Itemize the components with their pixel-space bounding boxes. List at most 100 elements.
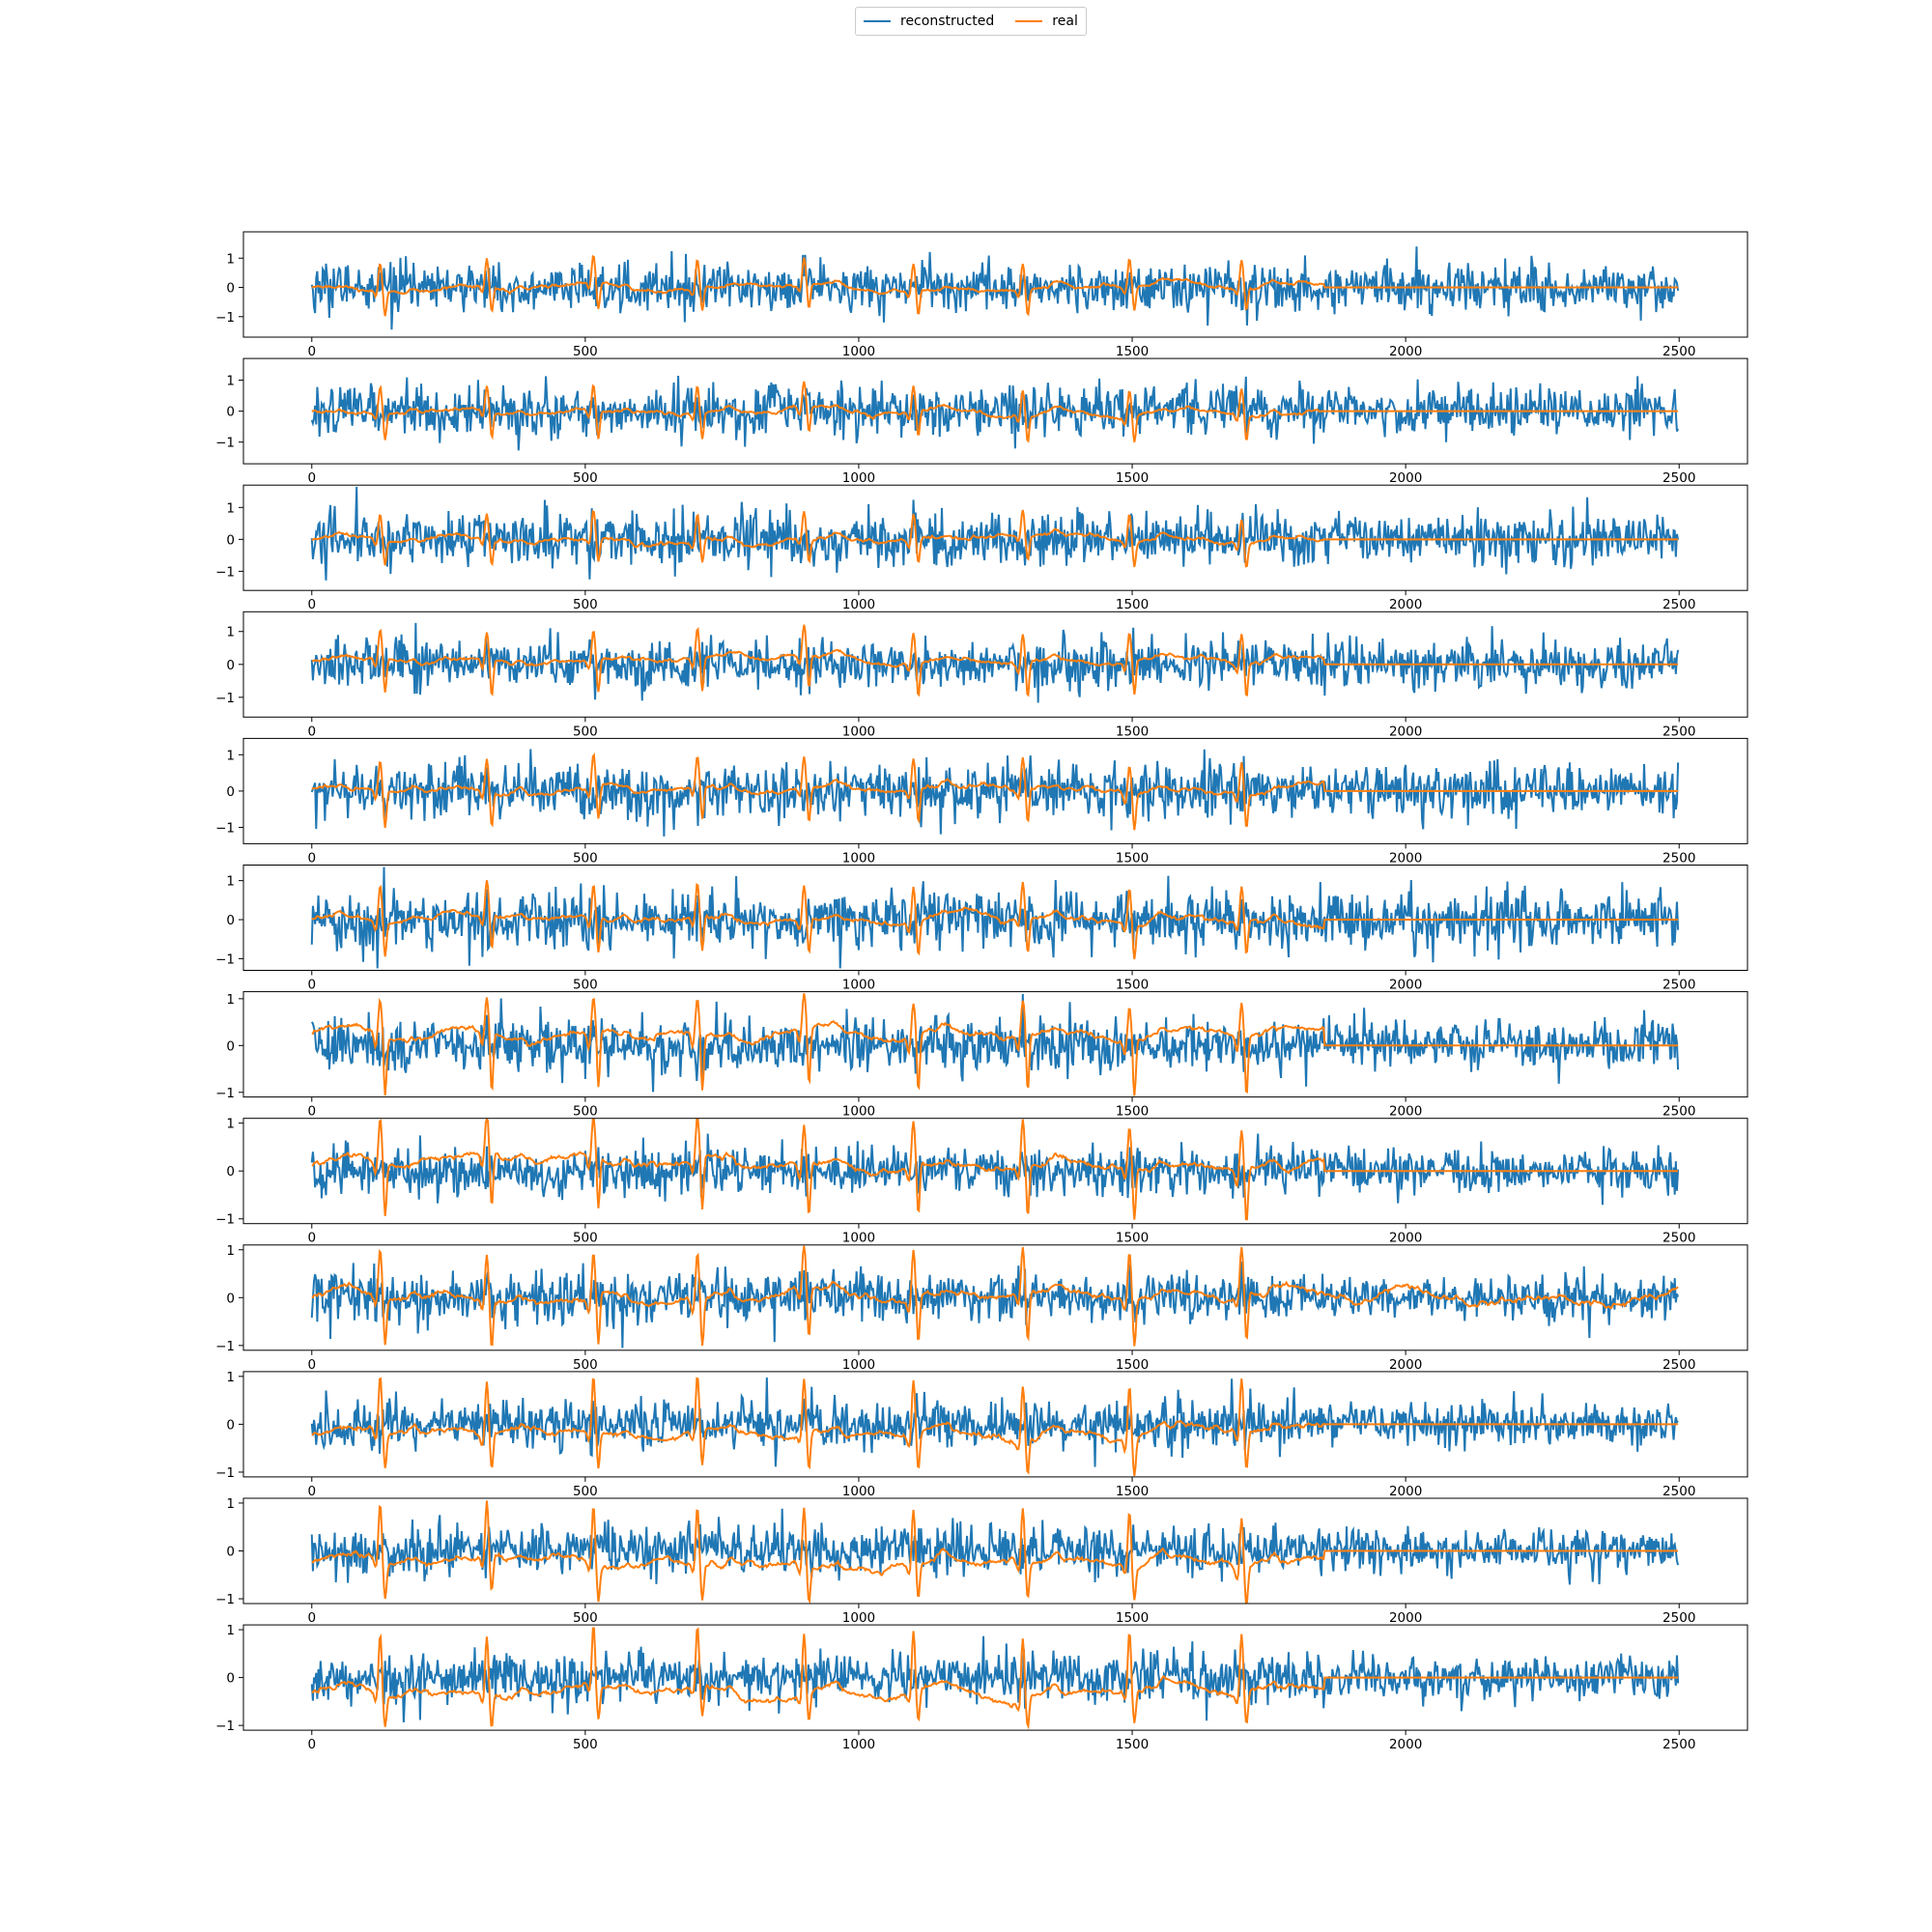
y-tick-label: −1 bbox=[215, 1592, 235, 1607]
y-tick-label: 1 bbox=[226, 1496, 235, 1512]
x-tick-label: 500 bbox=[573, 1484, 598, 1499]
series-reconstructed bbox=[310, 376, 1680, 451]
subplot-9: 0 500 1000 1500 2000 2500 −1 0 1 bbox=[215, 1243, 1748, 1373]
y-tick-label: 1 bbox=[226, 1117, 235, 1132]
x-tick-label: 2500 bbox=[1662, 1231, 1695, 1246]
y-tick-label: −1 bbox=[215, 1719, 235, 1734]
series-real bbox=[311, 752, 1679, 831]
y-tick-label: −1 bbox=[215, 564, 235, 580]
x-tick-label: 2000 bbox=[1389, 1610, 1422, 1626]
y-tick-label: 0 bbox=[226, 913, 235, 928]
x-tick-label: 0 bbox=[307, 724, 316, 739]
x-tick-label: 2500 bbox=[1662, 724, 1695, 739]
x-tick-label: 2000 bbox=[1389, 1357, 1422, 1373]
y-tick-label: 0 bbox=[226, 1671, 235, 1687]
x-tick-label: 2500 bbox=[1662, 1610, 1695, 1626]
x-tick-label: 0 bbox=[307, 978, 316, 993]
x-tick-label: 2000 bbox=[1389, 1484, 1422, 1499]
y-tick-label: 0 bbox=[226, 281, 235, 297]
series-real bbox=[311, 1627, 1679, 1730]
x-tick-label: 1000 bbox=[842, 1737, 875, 1752]
series-reconstructed bbox=[310, 749, 1680, 837]
y-tick-label: −1 bbox=[215, 691, 235, 706]
y-tick-label: 0 bbox=[226, 532, 235, 548]
y-tick-label: −1 bbox=[215, 952, 235, 967]
subplot-11: 0 500 1000 1500 2000 2500 −1 0 1 bbox=[215, 1496, 1748, 1626]
x-tick-label: 500 bbox=[573, 850, 598, 866]
y-tick-label: −1 bbox=[215, 1339, 235, 1354]
x-tick-label: 1500 bbox=[1116, 1357, 1149, 1373]
x-tick-label: 500 bbox=[573, 1104, 598, 1120]
x-tick-label: 0 bbox=[307, 470, 316, 486]
x-tick-label: 0 bbox=[307, 1231, 316, 1246]
x-tick-label: 500 bbox=[573, 1231, 598, 1246]
axes-frame bbox=[242, 991, 1748, 1098]
x-tick-label: 0 bbox=[307, 850, 316, 866]
series-real bbox=[311, 1118, 1679, 1221]
x-tick-label: 1500 bbox=[1116, 850, 1149, 866]
series-reconstructed bbox=[310, 1378, 1679, 1467]
legend-label-reconstructed: reconstructed bbox=[900, 14, 995, 29]
y-tick-label: −1 bbox=[215, 310, 235, 326]
x-tick-label: 2000 bbox=[1389, 597, 1422, 612]
x-tick-label: 1500 bbox=[1116, 597, 1149, 612]
y-tick-label: 0 bbox=[226, 1038, 235, 1054]
legend-swatch-reconstructed bbox=[864, 20, 891, 22]
series-real bbox=[311, 254, 1679, 317]
y-tick-label: 0 bbox=[226, 1545, 235, 1560]
y-tick-label: 1 bbox=[226, 625, 235, 640]
x-tick-label: 0 bbox=[307, 344, 316, 359]
x-tick-label: 500 bbox=[573, 1610, 598, 1626]
x-tick-label: 500 bbox=[573, 978, 598, 993]
y-tick-label: 0 bbox=[226, 658, 235, 673]
x-tick-label: 500 bbox=[573, 724, 598, 739]
y-tick-label: 0 bbox=[226, 784, 235, 800]
axes-frame bbox=[242, 865, 1748, 971]
x-tick-label: 1500 bbox=[1116, 1737, 1149, 1752]
series-reconstructed bbox=[310, 246, 1680, 330]
x-tick-label: 1500 bbox=[1116, 1231, 1149, 1246]
subplot-3: 0 500 1000 1500 2000 2500 −1 0 1 bbox=[215, 484, 1748, 612]
y-tick-label: −1 bbox=[215, 820, 235, 836]
series-reconstructed bbox=[310, 486, 1680, 581]
series-reconstructed bbox=[310, 993, 1680, 1093]
x-tick-label: 2000 bbox=[1389, 1737, 1422, 1752]
y-tick-label: −1 bbox=[215, 1086, 235, 1101]
x-tick-label: 2500 bbox=[1662, 978, 1695, 993]
legend-swatch-real bbox=[1015, 20, 1043, 22]
subplot-7: 0 500 1000 1500 2000 2500 −1 0 1 bbox=[215, 991, 1748, 1120]
x-tick-label: 2500 bbox=[1662, 1104, 1695, 1120]
x-tick-label: 2500 bbox=[1662, 850, 1695, 866]
legend: reconstructed real bbox=[855, 7, 1087, 36]
x-tick-label: 1000 bbox=[842, 597, 875, 612]
x-tick-label: 2500 bbox=[1662, 1357, 1695, 1373]
y-tick-label: 1 bbox=[226, 748, 235, 763]
legend-label-real: real bbox=[1052, 14, 1078, 29]
x-tick-label: 1000 bbox=[842, 850, 875, 866]
x-tick-label: 1000 bbox=[842, 1104, 875, 1120]
y-tick-label: 1 bbox=[226, 374, 235, 389]
y-tick-label: 1 bbox=[226, 992, 235, 1008]
x-tick-label: 500 bbox=[573, 344, 598, 359]
series-reconstructed bbox=[310, 1261, 1680, 1349]
x-tick-label: 0 bbox=[307, 1737, 316, 1752]
series-real bbox=[311, 509, 1679, 568]
y-tick-label: 1 bbox=[226, 874, 235, 890]
y-tick-label: 0 bbox=[226, 1417, 235, 1433]
x-tick-label: 0 bbox=[307, 1357, 316, 1373]
x-tick-label: 1500 bbox=[1116, 978, 1149, 993]
x-tick-label: 2000 bbox=[1389, 344, 1422, 359]
subplot-12: 0 500 1000 1500 2000 2500 −1 0 1 bbox=[215, 1623, 1748, 1752]
subplot-5: 0 500 1000 1500 2000 2500 −1 0 1 bbox=[215, 737, 1748, 866]
y-tick-label: 1 bbox=[226, 251, 235, 267]
x-tick-label: 2000 bbox=[1389, 1104, 1422, 1120]
x-tick-label: 2000 bbox=[1389, 978, 1422, 993]
subplot-4: 0 500 1000 1500 2000 2500 −1 0 1 bbox=[215, 611, 1748, 739]
x-tick-label: 2500 bbox=[1662, 1737, 1695, 1752]
subplot-8: 0 500 1000 1500 2000 2500 −1 0 1 bbox=[215, 1117, 1748, 1246]
x-tick-label: 1000 bbox=[842, 1231, 875, 1246]
x-tick-label: 2500 bbox=[1662, 344, 1695, 359]
x-tick-label: 2000 bbox=[1389, 724, 1422, 739]
x-tick-label: 1000 bbox=[842, 1610, 875, 1626]
series-real bbox=[311, 1377, 1679, 1477]
